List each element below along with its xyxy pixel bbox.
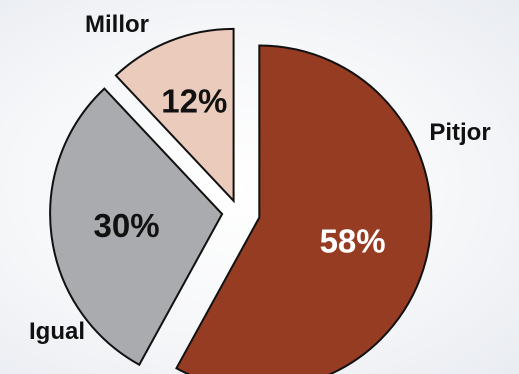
pie-slice-igual (49, 87, 224, 367)
slice-category-label-igual: Igual (29, 318, 85, 345)
slice-value-label-millor: 12% (161, 83, 227, 120)
pie-slice-pitjor (175, 44, 433, 374)
slice-value-label-pitjor: 58% (320, 222, 386, 259)
pie-slice-millor (114, 27, 235, 204)
slice-category-label-millor: Millor (85, 11, 149, 38)
slice-value-label-igual: 30% (94, 207, 160, 244)
slice-category-label-pitjor: Pitjor (429, 119, 490, 146)
